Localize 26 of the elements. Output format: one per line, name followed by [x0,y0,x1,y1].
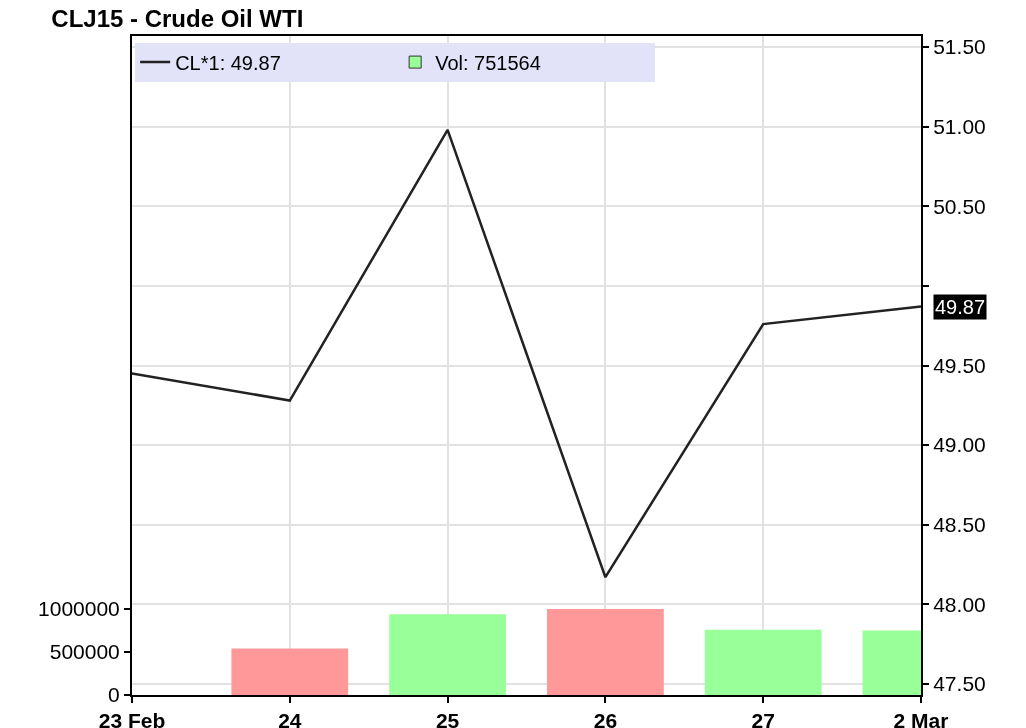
chart-title: CLJ15 - Crude Oil WTI [51,4,304,32]
x-tick-label: 26 [593,709,618,728]
y-tick-label: 51.50 [933,35,986,59]
y-tick-label: 51.00 [933,115,986,139]
y-tick-label: 48.50 [933,513,986,537]
annotation: 49.87 [935,296,986,318]
y2-tick-label: 0 [108,683,120,707]
y-tick-label: 47.50 [933,672,986,696]
y-tick-label: 50.50 [933,194,986,218]
legend-label: CL*1: 49.87 [175,51,281,74]
y-tick-label: 48.00 [933,592,986,616]
bar [704,629,822,695]
line-series [132,128,921,579]
y2-tick-label: 500000 [49,640,120,664]
y-tick-label: 49.00 [933,433,986,457]
y2-tick-label: 1000000 [38,597,120,621]
legend-label: Vol: 751564 [435,51,541,74]
y-tick-label: 49.50 [933,353,986,377]
bar [547,609,664,695]
x-tick-label: 23 Feb [98,709,166,728]
x-tick-label: 2 Mar [893,709,949,728]
bar [231,648,349,695]
x-tick-label: 25 [435,709,460,728]
bar [389,614,506,695]
x-tick-label: 24 [278,709,302,728]
x-tick-label: 27 [751,709,775,728]
